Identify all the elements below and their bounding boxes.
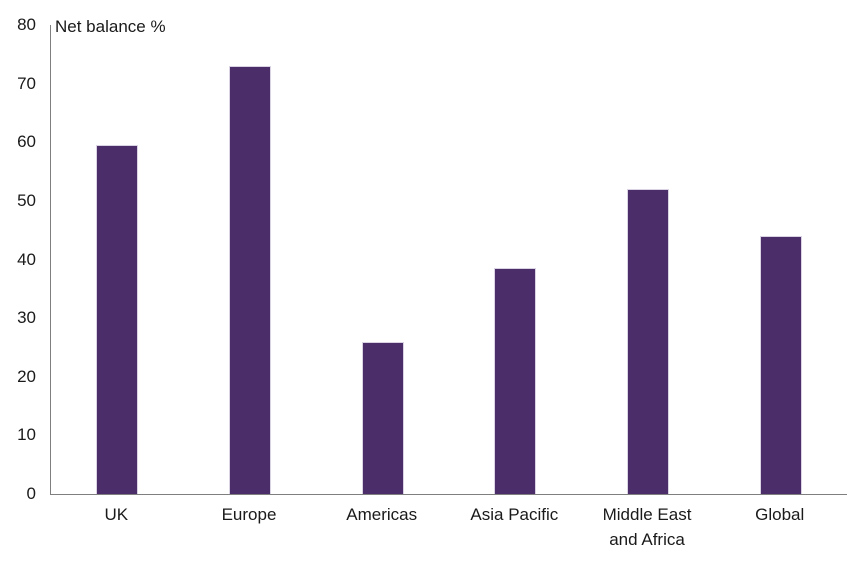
y-axis-tick-label: 0 xyxy=(26,484,36,503)
x-axis-category-label: Asia Pacific xyxy=(470,505,559,524)
x-axis-category-label: Middle East and Africa xyxy=(602,505,692,549)
bar xyxy=(361,341,404,494)
x-axis-category-label: UK xyxy=(104,505,129,524)
y-axis-tick-label: 50 xyxy=(17,190,36,210)
plot-area xyxy=(50,25,847,495)
y-axis-tick-label: 70 xyxy=(17,73,36,93)
x-axis-category-label: Global xyxy=(755,505,805,524)
y-axis-tick-label: 40 xyxy=(17,249,36,269)
y-axis-tick-label: 60 xyxy=(17,132,36,152)
y-axis-tick-label: 20 xyxy=(17,366,36,386)
y-axis-tick-label: 80 xyxy=(17,15,36,34)
bars-container xyxy=(51,25,847,494)
bar-slot xyxy=(582,25,715,494)
y-axis-title: Net balance % xyxy=(55,17,166,36)
bar-slot xyxy=(51,25,184,494)
bar-slot xyxy=(184,25,317,494)
x-axis-category-label: Americas xyxy=(346,505,418,524)
x-axis-labels: UK Europe Americas Asia Pacific Middle East … xyxy=(50,502,846,552)
bar-slot xyxy=(449,25,582,494)
bar xyxy=(229,66,271,494)
bar xyxy=(759,236,802,494)
y-axis-tick-label: 30 xyxy=(17,308,36,328)
y-axis-tick-label: 10 xyxy=(17,425,36,445)
x-axis-category-label: Europe xyxy=(221,505,277,524)
bar xyxy=(627,189,670,494)
bar xyxy=(494,268,537,494)
bar xyxy=(96,145,139,494)
bar-slot xyxy=(316,25,449,494)
bar-slot xyxy=(714,25,847,494)
